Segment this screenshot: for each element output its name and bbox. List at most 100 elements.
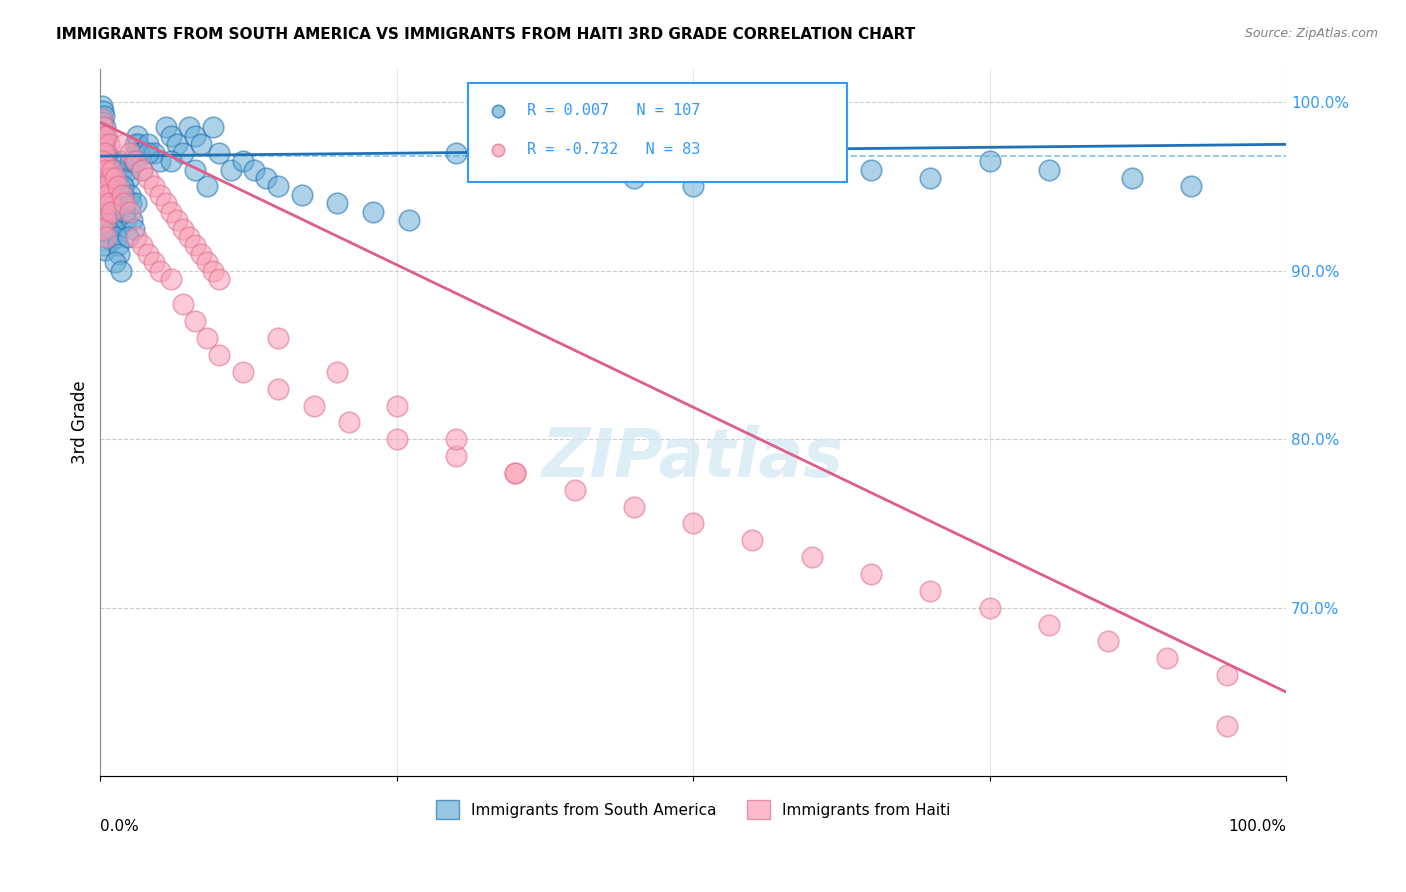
Point [127,128,149,143]
Point [96,183,118,197]
Point [208,145,231,160]
Point [104,213,127,227]
Point [100,204,122,219]
Point [101,221,124,235]
Point [114,204,136,219]
Point [93,159,115,173]
Point [94,213,117,227]
Point [136,137,159,152]
Point [127,137,149,152]
Point [90,221,112,235]
Point [1097,634,1119,648]
Point [94,120,117,135]
Point [184,238,207,252]
Point [91,196,114,211]
Point [267,179,290,194]
Text: R = -0.732   N = 83: R = -0.732 N = 83 [527,143,700,157]
Point [96,132,118,146]
Point [121,213,143,227]
Point [107,238,129,252]
Point [190,247,212,261]
Text: 0.0%: 0.0% [100,819,139,834]
Point [172,221,194,235]
Point [100,233,122,247]
Point [1156,651,1178,665]
Point [800,154,823,169]
Point [125,196,148,211]
Point [326,365,349,379]
Y-axis label: 3rd Grade: 3rd Grade [72,381,89,464]
Point [96,154,118,169]
Point [136,171,159,186]
Point [103,196,125,211]
Point [232,154,254,169]
Point [93,238,115,252]
Point [136,247,159,261]
Point [91,154,114,169]
Point [142,179,165,194]
Text: R = 0.007   N = 107: R = 0.007 N = 107 [527,103,700,119]
Point [91,154,114,169]
Point [149,154,172,169]
Point [505,466,527,480]
Point [166,137,188,152]
Point [94,145,117,160]
Point [125,230,148,244]
Point [94,166,117,180]
Point [219,162,242,177]
Point [111,187,134,202]
Point [118,171,141,186]
Point [110,154,132,169]
Point [160,272,183,286]
Point [195,179,218,194]
Point [94,162,117,177]
Point [859,162,882,177]
Point [243,162,266,177]
Point [385,399,408,413]
Point [101,162,124,177]
Point [166,213,188,227]
Point [111,179,134,194]
Point [155,120,177,135]
Point [93,128,115,143]
Point [1215,718,1237,732]
Point [398,213,420,227]
Point [1038,617,1060,632]
Point [486,196,509,211]
Point [184,162,207,177]
Point [104,171,127,186]
Point [98,210,121,224]
Point [1215,668,1237,682]
Point [232,365,254,379]
Point [90,98,112,112]
Point [117,162,139,177]
Point [93,137,115,152]
Point [142,255,165,269]
Point [564,162,586,177]
Point [91,200,114,214]
Point [291,187,314,202]
Point [101,162,124,177]
Point [96,230,118,244]
Point [337,415,360,429]
Point [136,145,159,160]
Point [103,204,125,219]
Point [91,103,114,118]
Point [160,204,183,219]
Point [114,204,136,219]
Point [97,179,120,194]
Point [103,255,125,269]
Point [122,154,145,169]
Point [107,179,129,194]
Point [98,171,121,186]
Point [91,126,114,140]
Point [142,145,165,160]
Point [118,154,141,169]
Point [444,145,467,160]
Point [267,331,290,345]
Point [979,154,1001,169]
Point [93,145,115,160]
Point [90,115,112,129]
Point [741,533,763,548]
Point [117,230,139,244]
